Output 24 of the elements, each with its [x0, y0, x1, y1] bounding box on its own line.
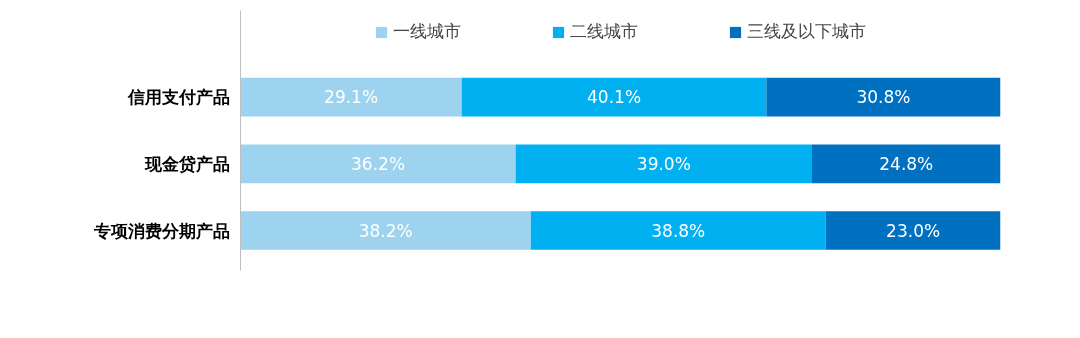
y-tick-label: 信用支付产品: [126, 87, 230, 108]
data-label: 23.0%: [886, 220, 941, 241]
bar: [812, 144, 1001, 184]
data-label: 40.1%: [587, 87, 642, 108]
bar: [515, 144, 813, 184]
data-label: 36.2%: [351, 153, 406, 174]
bar: [240, 77, 462, 117]
y-tick-label: 专项消费分期产品: [92, 220, 230, 241]
bar: [240, 144, 516, 184]
data-label: 38.2%: [358, 220, 413, 241]
bar: [461, 77, 767, 117]
bar: [766, 77, 1001, 117]
data-label: 29.1%: [324, 87, 379, 108]
data-label: 30.8%: [856, 87, 911, 108]
legend-label: 二线城市: [570, 20, 638, 43]
bar: [240, 211, 531, 250]
legend-label: 一线城市: [393, 20, 461, 43]
data-label: 39.0%: [636, 153, 691, 174]
data-label: 24.8%: [879, 153, 934, 174]
data-label: 38.8%: [651, 220, 706, 241]
y-tick-label: 现金贷产品: [143, 153, 230, 174]
legend-label: 三线及以下城市: [747, 20, 866, 43]
bar: [825, 211, 1001, 250]
bar: [530, 211, 826, 250]
